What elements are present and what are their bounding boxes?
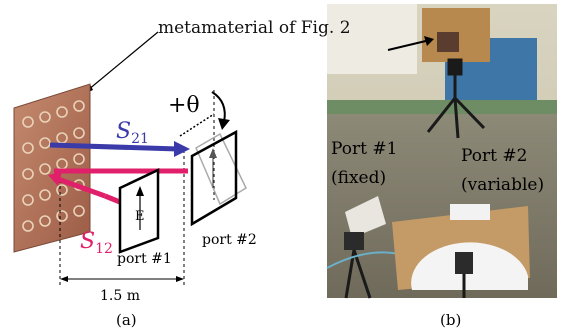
photo-tripod bbox=[426, 58, 486, 139]
distance-label: 1.5 m bbox=[100, 288, 140, 304]
metamaterial-arrow-photo bbox=[387, 36, 434, 51]
s21-label: S21 bbox=[116, 119, 149, 147]
photo-port2-board bbox=[392, 204, 530, 298]
theta-rotation bbox=[179, 91, 230, 137]
photo-labels: Port #1 (fixed) Port #2 (variable) bbox=[331, 139, 544, 195]
port2-photo-label-line2: (variable) bbox=[461, 175, 544, 195]
board-rings bbox=[22, 100, 85, 232]
e-field-label: E bbox=[135, 209, 145, 224]
metamaterial-arrow-schematic bbox=[84, 31, 159, 94]
photo-floor-strip bbox=[327, 100, 557, 114]
s21-arrow bbox=[49, 141, 190, 157]
s12-label-sub: 12 bbox=[95, 241, 113, 257]
distance-arrow bbox=[60, 276, 184, 282]
photo-panel-b bbox=[326, 4, 557, 299]
metamaterial-label: metamaterial of Fig. 2 bbox=[158, 18, 351, 38]
port2-plate-rotated bbox=[195, 132, 247, 206]
photo-port1-antenna bbox=[344, 196, 386, 299]
schematic-panel-a bbox=[13, 83, 247, 286]
port1-photo-label-line1: Port #1 bbox=[331, 139, 397, 159]
port2-schematic-label: port #2 bbox=[202, 232, 257, 248]
port1-plate bbox=[118, 168, 160, 254]
photo-metamaterial-sample bbox=[437, 32, 459, 52]
photo-wall-white bbox=[327, 4, 417, 74]
s21-label-sub: 21 bbox=[131, 131, 149, 147]
port1-photo-label-line2: (fixed) bbox=[331, 168, 386, 188]
s21-label-main: S bbox=[116, 119, 131, 144]
metamaterial-board bbox=[13, 83, 91, 253]
port2-plate bbox=[190, 129, 238, 227]
caption-b: (b) bbox=[440, 311, 462, 329]
schematic-labels: S21 S12 +θ port #1 port #2 E 1.5 m bbox=[80, 93, 257, 304]
theta-label: +θ bbox=[168, 93, 200, 118]
caption-a: (a) bbox=[116, 311, 137, 329]
port2-photo-label-line1: Port #2 bbox=[461, 146, 527, 166]
s12-label-main: S bbox=[80, 229, 95, 254]
s12-label: S12 bbox=[80, 229, 113, 257]
port1-schematic-label: port #1 bbox=[117, 251, 172, 267]
